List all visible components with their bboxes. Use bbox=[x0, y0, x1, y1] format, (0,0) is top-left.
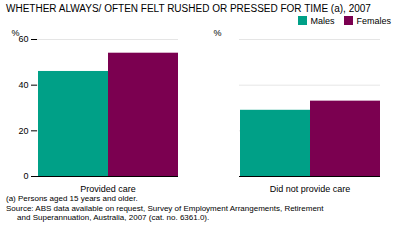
html-text:and Superannuation, Australia,: and Superannuation, Australia, 2007 (cat… bbox=[6, 213, 210, 222]
html-text:WHETHER ALWAYS/ OFTEN FELT RUS: WHETHER ALWAYS/ OFTEN FELT RUSHED OR PRE… bbox=[6, 3, 371, 14]
svg-text:40: 40 bbox=[18, 80, 28, 90]
svg-text:Did not provide care: Did not provide care bbox=[270, 184, 351, 194]
svg-text:Provided care: Provided care bbox=[80, 184, 136, 194]
svg-text:%: % bbox=[214, 28, 222, 38]
svg-text:20: 20 bbox=[18, 126, 28, 136]
svg-text:0: 0 bbox=[23, 171, 28, 181]
html-text:Males: Males bbox=[310, 16, 335, 26]
svg-text:%: % bbox=[12, 28, 20, 38]
html-text:Source: ABS data available on: Source: ABS data available on request, S… bbox=[6, 203, 324, 213]
html-text:(a) Persons aged 15 years and: (a) Persons aged 15 years and older. bbox=[6, 194, 138, 203]
html-text:Females: Females bbox=[356, 16, 391, 26]
svg-text:60: 60 bbox=[18, 34, 28, 44]
